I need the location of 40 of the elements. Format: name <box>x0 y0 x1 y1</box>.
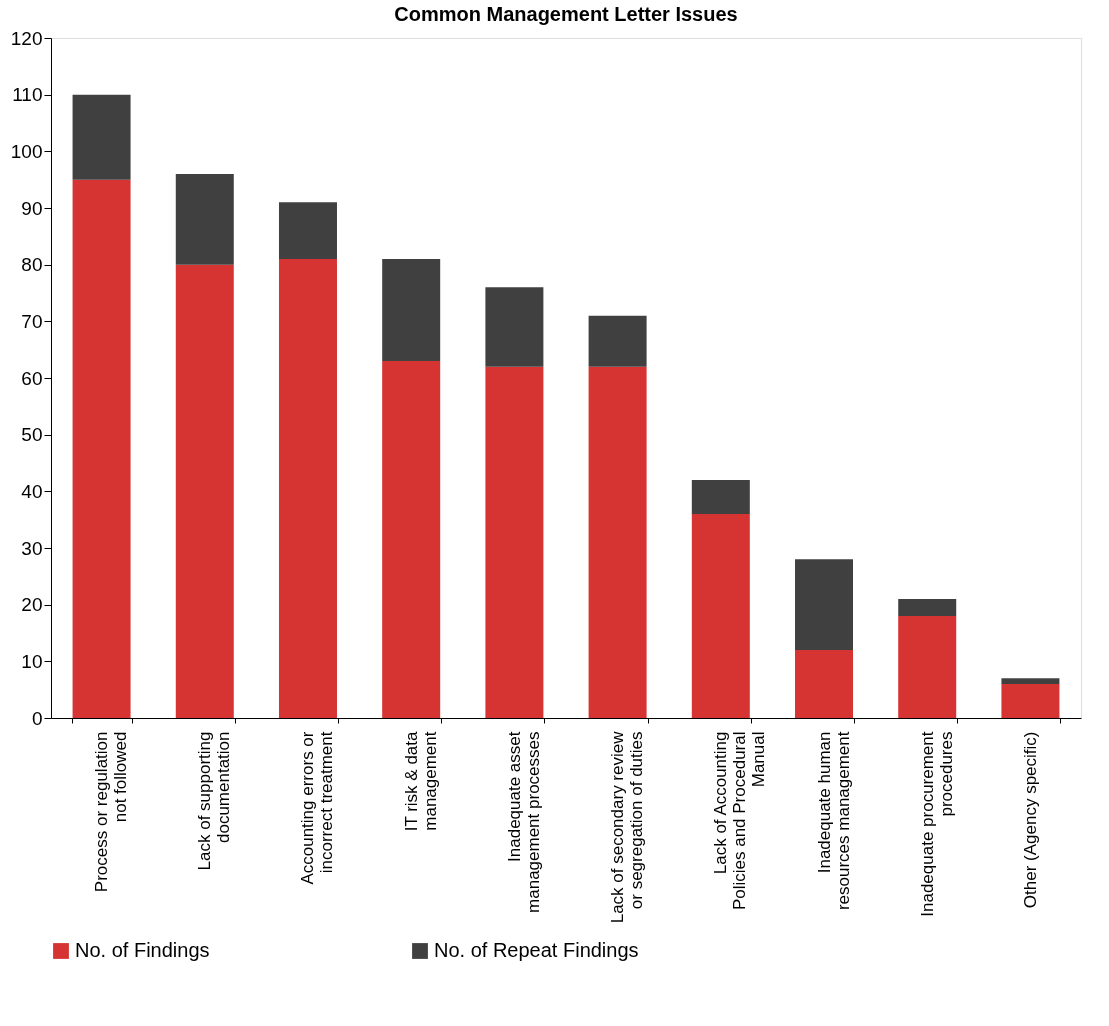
bar <box>691 480 750 514</box>
bar <box>175 174 234 265</box>
y-tick-label: 30 <box>21 537 43 559</box>
bar <box>175 264 234 718</box>
x-tick-label: Lack of Accounting Policies and Procedural Manual <box>711 731 769 911</box>
y-tick-label: 70 <box>21 310 43 332</box>
y-tick-label: 40 <box>21 480 43 502</box>
y-tick-label: 80 <box>21 254 43 276</box>
y-tick-label: 90 <box>21 197 43 219</box>
y-tick-label: 0 <box>31 707 43 729</box>
bar <box>898 616 957 718</box>
bar <box>795 650 854 718</box>
bar <box>72 179 131 718</box>
y-tick-label: 100 <box>10 140 43 162</box>
y-tick-label: 50 <box>21 424 43 446</box>
bar <box>898 599 957 616</box>
bar <box>1001 684 1060 718</box>
chart-title: Common Management Letter Issues <box>394 3 738 25</box>
y-tick-label: 120 <box>10 27 43 49</box>
y-tick-label: 10 <box>21 650 43 672</box>
y-tick-label: 60 <box>21 367 43 389</box>
bar <box>278 259 337 718</box>
bar <box>795 559 854 650</box>
y-tick-label: 20 <box>21 594 43 616</box>
legend-label: No. of Repeat Findings <box>434 939 639 961</box>
y-tick-label: 110 <box>12 84 43 106</box>
legend-label: No. of Findings <box>75 939 210 961</box>
x-tick-label: Process or regulation not followed <box>92 731 131 893</box>
x-tick-label: Other (Agency specific) <box>1020 731 1040 909</box>
bar <box>588 366 647 718</box>
bar <box>382 259 441 361</box>
bar <box>72 94 131 180</box>
bar <box>382 361 441 718</box>
bar <box>1001 678 1060 684</box>
bar <box>588 315 647 367</box>
x-tick-label: Inadequate human resources management <box>814 731 853 911</box>
bar <box>691 514 750 718</box>
bar <box>485 366 544 718</box>
bar <box>485 287 544 367</box>
bar <box>278 202 337 259</box>
